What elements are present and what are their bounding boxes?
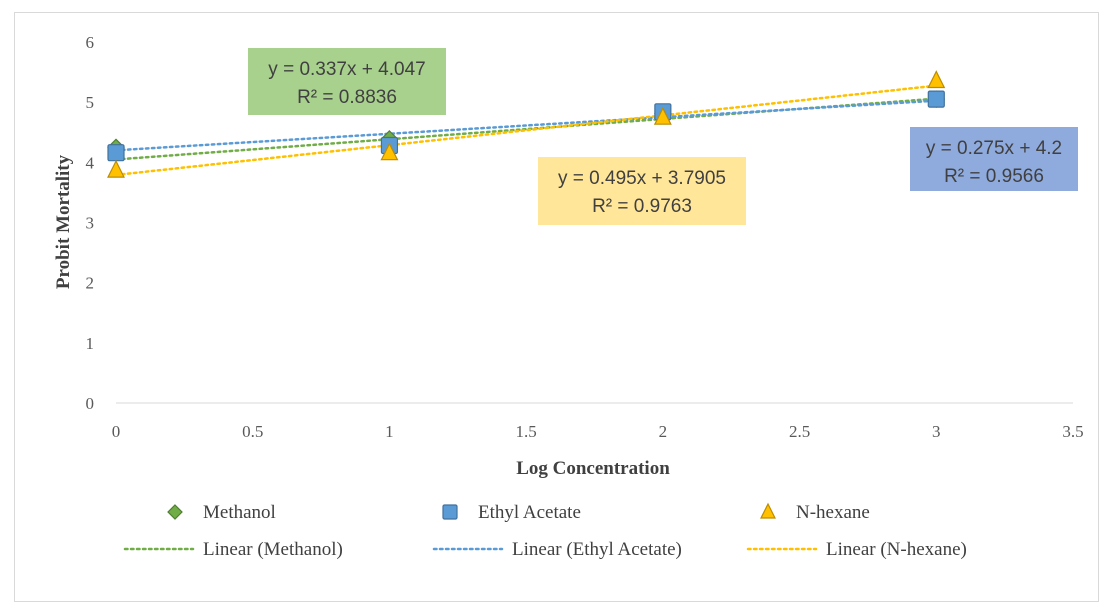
x-tick-label: 2 [659, 422, 668, 441]
legend-trend-label: Linear (Methanol) [203, 539, 343, 560]
trendline-equation: y = 0.337x + 4.047 [268, 59, 425, 80]
equation-box-n-hexane: y = 0.495x + 3.7905 R² = 0.9763 [538, 157, 746, 225]
equation-box-ethyl-acetate: y = 0.275x + 4.2 R² = 0.9566 [910, 127, 1078, 191]
axes: 0 0.5 1 1.5 2 2.5 3 3.5 0 1 2 3 4 5 6 [86, 33, 1084, 441]
point-n-hexane [107, 159, 125, 178]
trendlines [114, 84, 938, 177]
legend-label: Methanol [203, 502, 276, 523]
y-tick-label: 6 [86, 33, 95, 52]
legend-label: Ethyl Acetate [478, 502, 581, 523]
equation-box-methanol: y = 0.337x + 4.047 R² = 0.8836 [248, 48, 446, 115]
legend-item-trend-n-hexane: Linear (N-hexane) [746, 539, 967, 560]
y-axis-title: Probit Mortality [53, 154, 74, 289]
legend-item-ethyl-acetate: Ethyl Acetate [442, 502, 581, 523]
trendline-r2: R² = 0.9763 [592, 196, 692, 217]
trendline-r2: R² = 0.9566 [944, 166, 1044, 187]
legend-marker-ethyl-acetate [442, 504, 458, 520]
legend-item-trend-ethyl-acetate: Linear (Ethyl Acetate) [432, 539, 682, 560]
point-ethyl-acetate [107, 144, 125, 162]
legend-item-n-hexane: N-hexane [760, 502, 870, 523]
x-tick-label: 3.5 [1062, 422, 1083, 441]
y-tick-label: 3 [86, 214, 95, 233]
trendline-equation: y = 0.275x + 4.2 [926, 138, 1062, 159]
legend-trend-label: Linear (Ethyl Acetate) [512, 539, 682, 560]
point-n-hexane [380, 142, 399, 161]
legend-item-methanol: Methanol [167, 502, 276, 523]
equation-box-bg [538, 157, 746, 225]
trendline-r2: R² = 0.8836 [297, 87, 397, 108]
x-tick-label: 1 [385, 422, 394, 441]
trendline-ethyl-acetate [114, 99, 938, 152]
trendline-equation: y = 0.495x + 3.7905 [558, 168, 726, 189]
trendline-n-hexane [114, 84, 938, 177]
legend-marker-n-hexane [760, 502, 776, 519]
point-n-hexane [927, 70, 946, 89]
chart-frame [14, 12, 1099, 602]
legend: Methanol Ethyl Acetate N-hexane Linear (Met… [123, 502, 967, 560]
x-tick-label: 1.5 [516, 422, 537, 441]
y-tick-label: 0 [86, 394, 95, 413]
x-tick-label: 0 [112, 422, 121, 441]
x-tick-label: 0.5 [242, 422, 263, 441]
y-tick-label: 4 [86, 153, 95, 172]
legend-item-trend-methanol: Linear (Methanol) [123, 539, 343, 560]
equation-box-bg [248, 48, 446, 115]
x-axis-title: Log Concentration [516, 458, 670, 479]
legend-label: N-hexane [796, 502, 870, 523]
x-tick-label: 3 [932, 422, 941, 441]
equation-box-bg [910, 127, 1078, 191]
point-ethyl-acetate [927, 90, 945, 108]
legend-marker-methanol [167, 504, 183, 520]
y-tick-label: 5 [86, 93, 95, 112]
y-tick-label: 2 [86, 274, 95, 293]
equation-boxes: y = 0.337x + 4.047 R² = 0.8836 y = 0.275x … [248, 48, 1078, 225]
x-tick-label: 2.5 [789, 422, 810, 441]
point-n-hexane [653, 106, 672, 125]
legend-trend-label: Linear (N-hexane) [826, 539, 967, 560]
y-tick-label: 1 [86, 334, 95, 353]
data-points [107, 70, 946, 178]
